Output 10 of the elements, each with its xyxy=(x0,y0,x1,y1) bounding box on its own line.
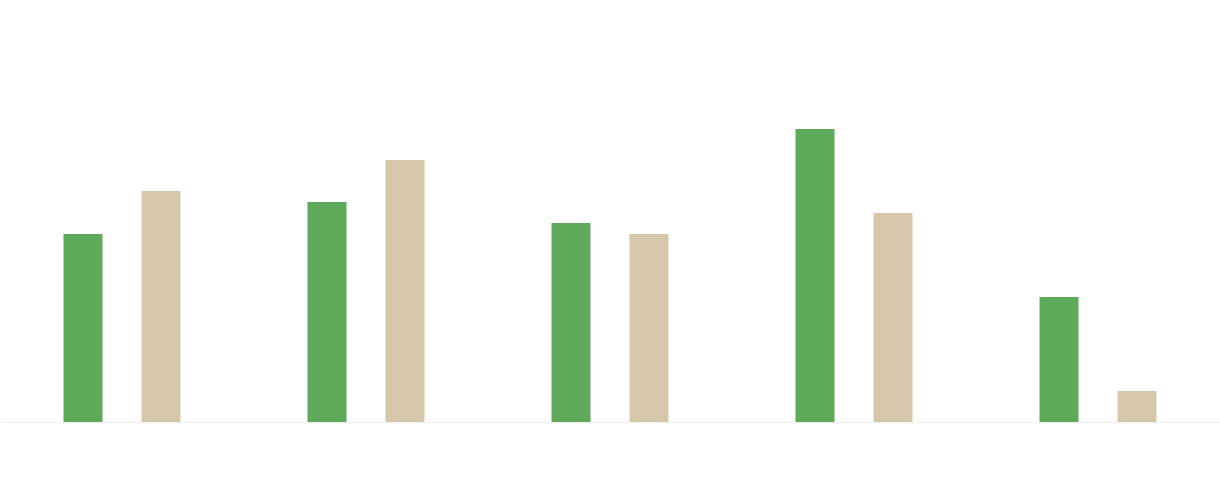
bar xyxy=(63,233,103,422)
bar xyxy=(551,223,591,422)
bar xyxy=(141,191,181,422)
bar xyxy=(629,233,669,422)
bar xyxy=(1117,390,1157,422)
bar xyxy=(1039,296,1079,422)
bar xyxy=(307,201,347,422)
bar xyxy=(873,213,913,422)
bar xyxy=(385,160,425,422)
bar xyxy=(795,129,835,422)
